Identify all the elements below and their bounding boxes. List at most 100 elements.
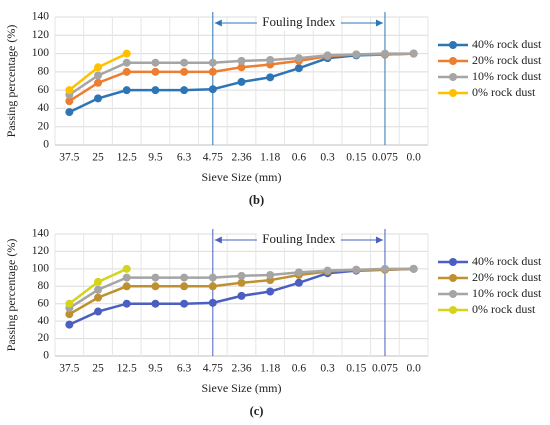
- legend-marker: [449, 41, 457, 49]
- annotation-bg: [256, 232, 341, 248]
- marker: [237, 77, 246, 86]
- marker: [94, 285, 103, 294]
- x-tick-label: 6.3: [177, 363, 192, 375]
- y-tick-label: 140: [32, 11, 50, 23]
- y-tick-label: 20: [38, 120, 50, 132]
- annotation: Fouling Index: [262, 14, 336, 29]
- y-tick-label: 0: [43, 350, 49, 362]
- y-tick-label: 60: [38, 84, 50, 96]
- marker: [122, 299, 131, 308]
- x-tick-label: 25: [92, 152, 104, 164]
- marker: [65, 320, 74, 329]
- x-tick-label: 1.18: [260, 152, 280, 164]
- y-tick-label: 100: [32, 262, 50, 274]
- legend-label: 40% rock dust: [472, 37, 542, 51]
- caption: (b): [249, 193, 264, 207]
- legend-marker: [449, 73, 457, 81]
- y-tick-label: 60: [38, 297, 50, 309]
- y-tick-label: 80: [38, 280, 50, 292]
- x-tick-label: 0.15: [346, 152, 366, 164]
- marker: [352, 50, 361, 59]
- marker: [151, 86, 160, 95]
- y-tick-label: 140: [32, 228, 50, 240]
- legend-marker: [449, 89, 457, 97]
- x-tick-label: 0.075: [372, 152, 398, 164]
- marker: [151, 282, 160, 291]
- marker: [352, 265, 361, 274]
- marker: [294, 278, 303, 287]
- marker: [237, 63, 246, 72]
- legend-label: 20% rock dust: [472, 270, 542, 284]
- marker: [94, 293, 103, 302]
- legend-marker: [449, 274, 457, 282]
- marker: [208, 273, 217, 282]
- y-tick-label: 120: [32, 245, 50, 257]
- x-tick-label: 0.3: [320, 363, 335, 375]
- arrow-head: [214, 19, 222, 27]
- annotation-bg: [256, 15, 341, 31]
- x-tick-label: 2.36: [231, 152, 251, 164]
- marker: [122, 49, 131, 58]
- marker: [94, 63, 103, 72]
- marker: [122, 264, 131, 273]
- legend-label: 10% rock dust: [472, 286, 542, 300]
- x-tick-label: 0.6: [292, 363, 307, 375]
- marker: [122, 86, 131, 95]
- legend-label: 20% rock dust: [472, 53, 542, 67]
- y-tick-label: 100: [32, 47, 50, 59]
- marker: [180, 58, 189, 67]
- marker: [122, 273, 131, 282]
- x-axis-title: Sieve Size (mm): [202, 381, 282, 395]
- y-axis-title: Passing percentage (%): [4, 239, 18, 352]
- x-tick-label: 37.5: [59, 152, 79, 164]
- marker: [94, 78, 103, 87]
- marker: [294, 54, 303, 63]
- legend-marker: [449, 57, 457, 65]
- y-tick-label: 40: [38, 315, 50, 327]
- x-tick-label: 9.5: [148, 152, 163, 164]
- legend-marker: [449, 306, 457, 314]
- marker: [380, 264, 389, 273]
- marker: [151, 58, 160, 67]
- arrow-head: [375, 19, 383, 27]
- marker: [266, 73, 275, 82]
- marker: [65, 97, 74, 106]
- y-tick-label: 0: [43, 139, 49, 151]
- y-tick-label: 40: [38, 102, 50, 114]
- marker: [94, 94, 103, 103]
- legend-marker: [449, 258, 457, 266]
- marker: [65, 299, 74, 308]
- marker: [237, 56, 246, 65]
- marker: [323, 51, 332, 60]
- marker: [94, 307, 103, 316]
- marker: [65, 310, 74, 319]
- x-tick-label: 0.0: [406, 152, 421, 164]
- x-tick-label: 0.0: [406, 363, 421, 375]
- x-tick-label: 25: [92, 363, 104, 375]
- x-tick-label: 12.5: [117, 152, 137, 164]
- marker: [151, 299, 160, 308]
- marker: [65, 108, 74, 117]
- x-tick-label: 0.075: [372, 363, 398, 375]
- legend-marker: [449, 290, 457, 298]
- x-tick-label: 4.75: [203, 363, 223, 375]
- marker: [208, 298, 217, 307]
- marker: [237, 278, 246, 287]
- marker: [151, 67, 160, 76]
- marker: [180, 67, 189, 76]
- marker: [94, 277, 103, 286]
- marker: [237, 271, 246, 280]
- marker: [180, 273, 189, 282]
- x-tick-label: 2.36: [231, 363, 251, 375]
- y-tick-label: 120: [32, 29, 50, 41]
- marker: [266, 55, 275, 64]
- legend-label: 40% rock dust: [472, 254, 542, 268]
- x-tick-label: 0.15: [346, 363, 366, 375]
- x-tick-label: 9.5: [148, 363, 163, 375]
- marker: [266, 287, 275, 296]
- marker: [266, 270, 275, 279]
- x-tick-label: 37.5: [59, 363, 79, 375]
- x-tick-label: 12.5: [117, 363, 137, 375]
- x-tick-label: 0.6: [292, 152, 307, 164]
